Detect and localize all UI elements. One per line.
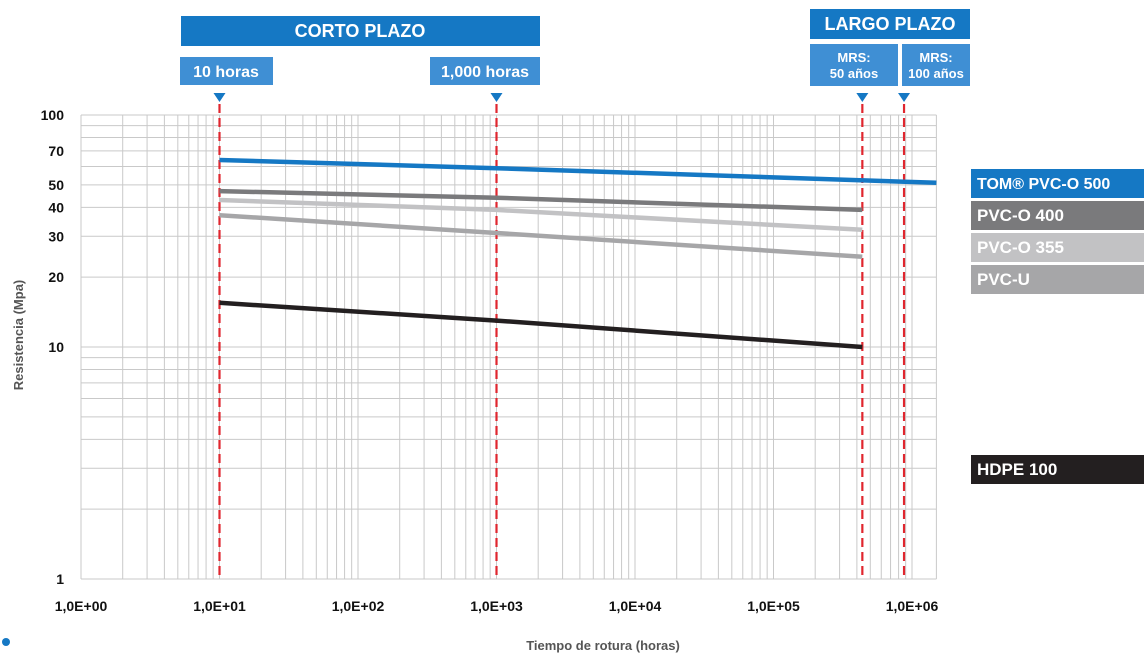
series-line [219,188,863,213]
legend-label: HDPE 100 [977,460,1057,479]
legend-swatch [971,455,1144,484]
y-tick-label: 50 [48,177,64,193]
x-tick-labels: 1,0E+00 1,0E+01 1,0E+02 1,0E+03 1,0E+04 1,0E+… [55,598,939,614]
series-line [219,157,937,186]
y-tick-label: 10 [48,339,64,355]
marker-label-mrs-100-line2: 100 años [908,66,964,81]
legend-swatch [971,169,1144,198]
y-tick-label: 20 [48,269,64,285]
marker-box-mrs-50 [810,44,898,86]
long-term-banner-label: LARGO PLAZO [825,14,956,34]
x-tick-label: 1,0E+01 [193,598,246,614]
y-tick-labels: 1 10 20 30 40 50 70 100 [41,107,65,587]
marker-label-mrs-50-line1: MRS: [837,50,870,65]
legend-swatch [971,233,1144,262]
legend-label: PVC-O 400 [977,206,1064,225]
marker-box-1000-hours [430,57,540,85]
legend-label: PVC-O 355 [977,238,1064,257]
x-tick-label: 1,0E+00 [55,598,108,614]
x-tick-label: 1,0E+05 [747,598,800,614]
grid [80,114,937,580]
marker-box-mrs-100 [902,44,970,86]
x-tick-label: 1,0E+03 [470,598,523,614]
marker-box-10-hours [180,57,273,85]
marker-triangle [213,93,226,102]
y-tick-label: 100 [41,107,65,123]
long-term-banner [810,9,970,39]
marker-label-mrs-100-line1: MRS: [919,50,952,65]
y-tick-label: 1 [56,571,64,587]
y-tick-label: 70 [48,143,64,159]
x-tick-label: 1,0E+06 [886,598,939,614]
legend-swatch [971,201,1144,230]
marker-triangle [856,93,869,102]
y-axis-title: Resistencia (Mpa) [11,280,26,391]
legend: TOM® PVC-O 500 PVC-O 400 PVC-O 355 PVC-U HDP… [971,169,1144,484]
series-line [219,197,863,233]
marker-label-mrs-50-line2: 50 años [830,66,878,81]
series-lines [219,157,937,350]
x-tick-label: 1,0E+04 [609,598,662,614]
corner-dot [2,638,10,646]
legend-label: PVC-U [977,270,1030,289]
marker-triangle [898,93,911,102]
short-term-banner-label: CORTO PLAZO [295,21,426,41]
marker-label-1000-hours: 1,000 horas [441,64,529,81]
x-axis-title: Tiempo de rotura (horas) [526,638,680,653]
legend-swatch [971,265,1144,294]
series-line [219,300,863,350]
short-term-banner [181,16,540,46]
marker-triangle [490,93,503,102]
series-line [219,212,863,259]
legend-label: TOM® PVC-O 500 [977,176,1110,193]
y-tick-label: 30 [48,228,64,244]
reference-lines [213,93,911,579]
x-tick-label: 1,0E+02 [332,598,385,614]
y-tick-label: 40 [48,199,64,215]
marker-label-10-hours: 10 horas [193,64,259,81]
